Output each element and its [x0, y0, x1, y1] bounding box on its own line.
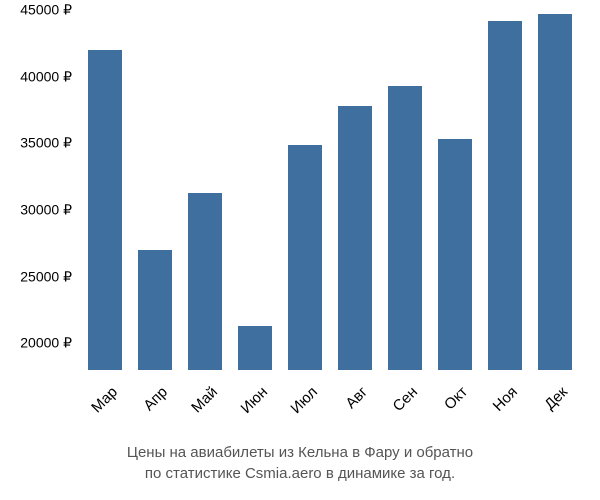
bar	[538, 14, 572, 370]
x-tick-label: Сен	[381, 383, 421, 423]
y-tick-label: 20000 ₽	[20, 335, 72, 352]
x-axis: МарАпрМайИюнИюлАвгСенОктНояДек	[80, 375, 580, 435]
x-tick-label: Июн	[231, 383, 271, 423]
y-tick-label: 25000 ₽	[20, 268, 72, 285]
bar	[388, 86, 422, 370]
bar	[338, 106, 372, 370]
caption-line-1: Цены на авиабилеты из Кельна в Фару и об…	[127, 444, 473, 461]
x-tick-label: Ноя	[481, 383, 521, 423]
bar	[288, 145, 322, 370]
y-tick-label: 30000 ₽	[20, 202, 72, 219]
bar	[138, 250, 172, 370]
y-tick-label: 45000 ₽	[20, 2, 72, 19]
x-tick-label: Дек	[531, 383, 571, 423]
chart-caption: Цены на авиабилеты из Кельна в Фару и об…	[0, 442, 600, 484]
x-tick-label: Май	[181, 383, 221, 423]
x-tick-label: Мар	[81, 383, 121, 423]
caption-line-2: по статистике Csmia.aero в динамике за г…	[145, 465, 455, 482]
bar	[488, 21, 522, 370]
x-tick-label: Апр	[131, 383, 171, 423]
y-axis: 20000 ₽25000 ₽30000 ₽35000 ₽40000 ₽45000…	[0, 10, 80, 370]
bar	[238, 326, 272, 370]
price-chart: 20000 ₽ 25000 ₽ 30000 ₽ 35000 ₽ 40000 ₽ 45000…	[0, 0, 600, 500]
x-tick-label: Окт	[431, 383, 471, 423]
bar	[88, 50, 122, 370]
x-tick-label: Июл	[281, 383, 321, 423]
y-tick-label: 40000 ₽	[20, 68, 72, 85]
bar	[438, 139, 472, 370]
x-tick-label: Авг	[331, 383, 371, 423]
plot-area	[80, 10, 580, 370]
bar	[188, 193, 222, 370]
bars-container	[80, 10, 580, 370]
y-tick-label: 35000 ₽	[20, 135, 72, 152]
